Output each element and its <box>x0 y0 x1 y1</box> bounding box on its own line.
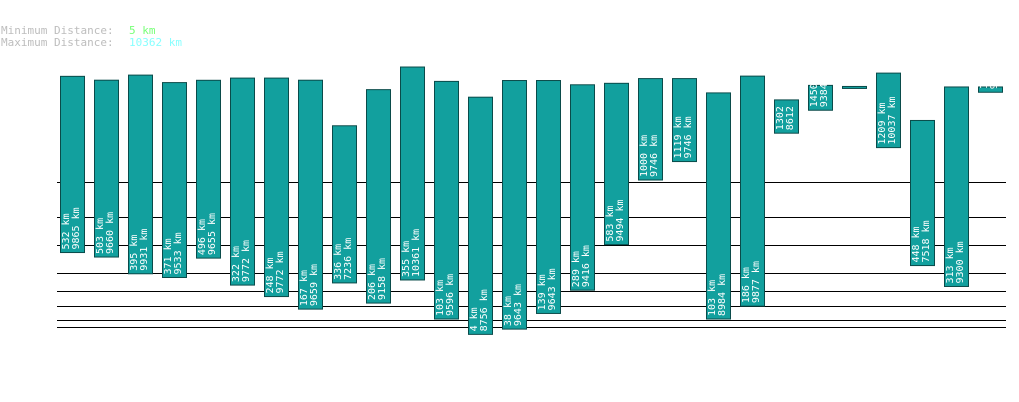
bar <box>808 84 833 111</box>
bar-min-label: 496 km <box>197 219 208 255</box>
bar-max-label: 8756 km <box>479 289 490 331</box>
bar-min-label: 1119 km <box>673 116 684 158</box>
bar-min-label: 583 km <box>605 206 616 242</box>
bar-min-label: 532 km <box>61 213 72 249</box>
bar <box>94 79 119 258</box>
bar <box>366 89 391 304</box>
bar-max-label: 9931 km <box>139 229 150 271</box>
bar-min-label: 503 km <box>95 218 106 254</box>
legend-max-label: Maximum Distance: <box>1 36 114 49</box>
legend: Minimum Distance: 5 km Maximum Distance: 1… <box>1 25 182 49</box>
bar-max-label: 7518 km <box>921 220 932 262</box>
bar <box>876 72 901 149</box>
bar <box>638 78 663 181</box>
bar <box>400 66 425 281</box>
bar-max-label: 9746 km <box>683 116 694 158</box>
bar <box>672 78 697 163</box>
bar-min-label: 206 km <box>367 264 378 300</box>
legend-min-label: Minimum Distance: <box>1 24 114 37</box>
bar <box>264 77 289 298</box>
bar-min-label: 4 km <box>469 307 480 331</box>
bar-min-label: 38 km <box>503 296 514 326</box>
bar-max-label: 9643 km <box>513 284 524 326</box>
bar-min-label: 1209 km <box>877 102 888 144</box>
bar-min-label: 103 km <box>435 280 446 316</box>
bar <box>570 84 595 291</box>
bar <box>842 85 867 89</box>
bar-min-label: 336 km <box>333 244 344 280</box>
legend-max-value: 10362 km <box>129 36 182 49</box>
bar-max-label: 9494 km <box>615 199 626 241</box>
bar <box>60 75 85 254</box>
bar-max-label: 9660 km <box>105 212 116 254</box>
bar-max-label: 9533 km <box>173 232 184 274</box>
bar-max-label: 8612 km <box>785 88 796 130</box>
bar-min-label: 167 km <box>299 270 310 306</box>
bar <box>128 74 153 275</box>
bar <box>910 119 935 267</box>
bars <box>60 66 1003 335</box>
bar <box>740 75 765 307</box>
legend-max-row: Maximum Distance: 10362 km <box>1 37 182 49</box>
bar-max-label: 10361 km <box>411 229 422 277</box>
bar-min-label: 1302 km <box>775 88 786 130</box>
bar-min-label: 289 km <box>571 251 582 287</box>
bar <box>944 86 969 287</box>
bar <box>196 79 221 259</box>
bar-min-label: 1450 km <box>809 65 820 107</box>
bar <box>468 96 493 335</box>
bar <box>230 77 255 286</box>
bar-min-label: 139 km <box>537 274 548 310</box>
bar-min-label: 322 km <box>231 246 242 282</box>
bar-max-label: 9158 km <box>377 258 388 300</box>
bar-max-label: 9772 km <box>241 240 252 282</box>
bar <box>502 80 527 330</box>
bar-min-label: 248 km <box>265 257 276 293</box>
bar-max-label: 9596 km <box>445 274 456 316</box>
bar-max-label: 9655 km <box>207 213 218 255</box>
bar <box>774 99 799 134</box>
bar <box>298 79 323 310</box>
bar-labels: 532 km 9865 km 503 km 9660 km 395 km 9931 km 3… <box>61 34 1000 331</box>
bar-max-label: 9659 km <box>309 264 320 306</box>
bar-max-label: 9327 km <box>853 34 864 76</box>
bar-min-label: 103 km <box>707 280 718 316</box>
bar-max-label: 9300 km <box>955 241 966 283</box>
bar-min-label: 313 km <box>945 247 956 283</box>
bar <box>332 125 357 284</box>
bar-min-label: 448 km <box>911 226 922 262</box>
bar-min-label: 395 km <box>129 235 140 271</box>
bar-min-label: 371 km <box>163 238 174 274</box>
legend-min-row: Minimum Distance: 5 km <box>1 25 182 37</box>
bar-max-label: 9772 km <box>275 251 286 293</box>
bar-min-label: 1000 km <box>639 135 650 177</box>
bar-max-label: 8984 km <box>717 274 728 316</box>
bar <box>978 86 1003 93</box>
bar-max-label: 9865 km <box>71 207 82 249</box>
bar-max-label: 9384 km <box>819 65 830 107</box>
bar <box>706 92 731 320</box>
bar-min-label: 1651 km <box>843 34 854 76</box>
bar <box>162 82 187 278</box>
legend-min-value: 5 km <box>129 24 156 37</box>
bar-max-label: 9643 km <box>547 268 558 310</box>
bar <box>536 80 561 314</box>
bar-max-label: 7236 km <box>343 238 354 280</box>
bar-max-label: 9746 km <box>649 135 660 177</box>
bar-min-label: 355 km <box>401 241 412 277</box>
bar-min-label: 1566 km <box>979 47 990 89</box>
bar <box>434 80 459 320</box>
bar <box>604 82 629 246</box>
bar-min-label: 186 km <box>741 267 752 303</box>
bar-max-label: 9300 km <box>989 47 1000 89</box>
bar-max-label: 9416 km <box>581 245 592 287</box>
bar-max-label: 9877 km <box>751 261 762 303</box>
bar-max-label: 10037 km <box>887 96 898 144</box>
